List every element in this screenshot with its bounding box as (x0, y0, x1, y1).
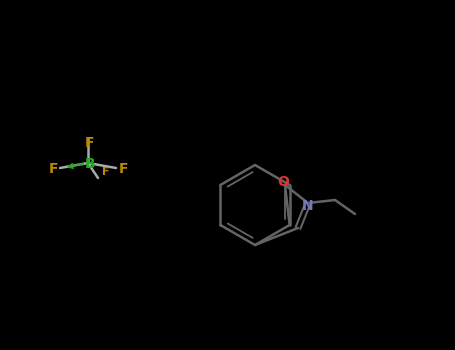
Text: F: F (85, 136, 95, 150)
Text: N: N (302, 199, 314, 213)
Text: F: F (48, 162, 58, 176)
Text: B: B (85, 157, 95, 171)
Text: F: F (102, 167, 110, 177)
Text: O: O (277, 175, 289, 189)
Text: F: F (118, 162, 128, 176)
